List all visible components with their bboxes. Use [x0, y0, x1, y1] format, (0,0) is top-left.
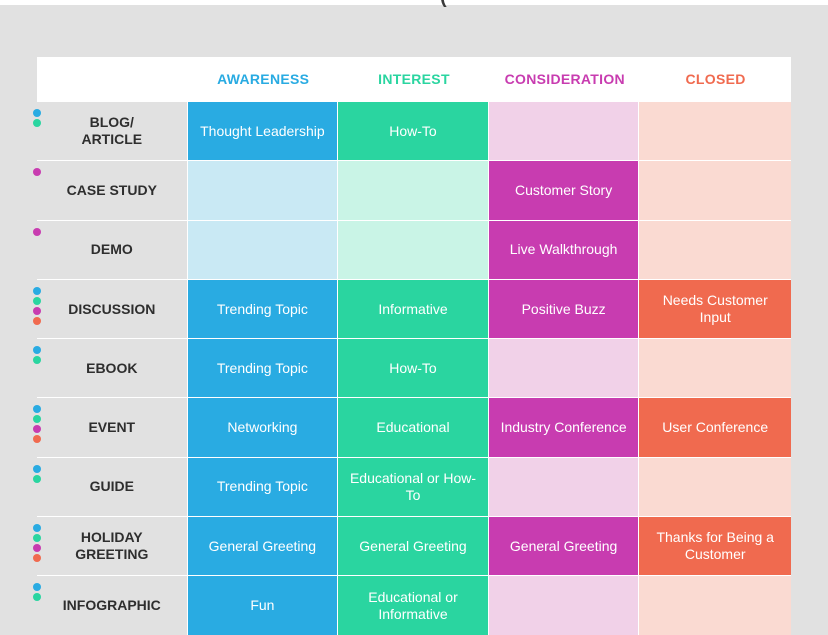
awareness-dot-icon [33, 346, 41, 355]
cell-closed [639, 575, 792, 635]
matrix-body: BLOG/ ARTICLE Thought Leadership How-To CAS… [33, 101, 792, 635]
row-label: GUIDE [37, 456, 187, 517]
cell-consideration: Industry Conference [488, 397, 639, 457]
stage-dots [33, 286, 41, 325]
consideration-dot-icon [33, 168, 41, 177]
row-label: DISCUSSION [37, 278, 187, 339]
content-matrix: AWARENESS INTEREST CONSIDERATION CLOSED BLO… [33, 57, 792, 635]
cell-awareness: Fun [187, 575, 338, 635]
interest-dot-icon [33, 119, 41, 127]
row-label: EBOOK [37, 338, 187, 398]
cell-closed [639, 160, 792, 220]
stage-dots [33, 583, 41, 602]
matrix-row: EVENT Networking Educational Industry Confe… [33, 397, 792, 457]
cell-closed: Thanks for Being a Customer [639, 516, 792, 576]
cell-interest: Informative [338, 278, 488, 339]
matrix-row: EBOOK Trending Topic How-To [33, 338, 792, 398]
stage-dots [33, 464, 41, 483]
awareness-dot-icon [33, 524, 41, 533]
stage-dots [33, 227, 41, 236]
interest-dot-icon [33, 356, 41, 365]
stage-dots [33, 405, 41, 444]
cell-interest [338, 160, 488, 220]
cell-awareness: Trending Topic [187, 456, 338, 517]
row-label: CASE STUDY [37, 160, 187, 220]
consideration-dot-icon [33, 306, 41, 315]
matrix-row: CASE STUDY Customer Story [33, 160, 792, 220]
awareness-dot-icon [33, 583, 41, 592]
cell-consideration: Live Walkthrough [488, 219, 639, 279]
consideration-dot-icon [33, 425, 41, 434]
cell-consideration: General Greeting [488, 516, 639, 576]
cell-awareness: General Greeting [187, 516, 338, 576]
cell-consideration [488, 338, 639, 398]
cell-awareness: Networking [187, 397, 338, 457]
cell-consideration [488, 456, 639, 517]
cell-awareness [187, 160, 338, 220]
top-strip: ( [0, 0, 828, 8]
cell-closed [639, 456, 792, 517]
cell-closed: Needs Customer Input [639, 278, 792, 339]
row-label: DEMO [37, 219, 187, 279]
cell-interest: Educational or How-To [338, 456, 488, 517]
cell-awareness: Trending Topic [187, 278, 338, 339]
awareness-dot-icon [33, 286, 41, 295]
matrix-row: GUIDE Trending Topic Educational or How-To [33, 456, 792, 517]
cell-interest [338, 219, 488, 279]
interest-dot-icon [33, 296, 41, 305]
cell-closed [639, 219, 792, 279]
closed-dot-icon [33, 554, 41, 563]
row-label: HOLIDAY GREETING [37, 516, 187, 576]
cell-consideration: Positive Buzz [488, 278, 639, 339]
awareness-dot-icon [33, 464, 41, 473]
stage-dots [33, 109, 41, 127]
cell-interest: Educational or Informative [338, 575, 488, 635]
column-header-row: AWARENESS INTEREST CONSIDERATION CLOSED [37, 57, 791, 101]
cell-interest: How-To [338, 338, 488, 398]
row-label: BLOG/ ARTICLE [37, 101, 187, 161]
cell-interest: Educational [338, 397, 488, 457]
awareness-dot-icon [33, 405, 41, 414]
stage-dots [33, 168, 41, 177]
cell-closed [639, 101, 792, 161]
row-label: INFOGRAPHIC [37, 575, 187, 635]
cell-interest: General Greeting [338, 516, 488, 576]
cell-awareness: Trending Topic [187, 338, 338, 398]
interest-dot-icon [33, 534, 41, 543]
row-label: EVENT [37, 397, 187, 457]
column-header-closed: CLOSED [685, 71, 746, 87]
cell-interest: How-To [338, 101, 488, 161]
cell-closed: User Conference [639, 397, 792, 457]
stage-dots [33, 346, 41, 365]
matrix-row: DEMO Live Walkthrough [33, 219, 792, 279]
cell-consideration: Customer Story [488, 160, 639, 220]
interest-dot-icon [33, 593, 41, 602]
consideration-dot-icon [33, 227, 41, 236]
cell-consideration [488, 101, 639, 161]
cell-awareness [187, 219, 338, 279]
matrix-row: HOLIDAY GREETING General Greeting General … [33, 516, 792, 576]
closed-dot-icon [33, 316, 41, 325]
cropped-title-fragment: ( [440, 0, 448, 9]
cell-closed [639, 338, 792, 398]
column-header-consideration: CONSIDERATION [504, 71, 625, 87]
matrix-row: DISCUSSION Trending Topic Informative Posit… [33, 278, 792, 339]
header-corner [37, 57, 188, 101]
interest-dot-icon [33, 474, 41, 483]
consideration-dot-icon [33, 544, 41, 553]
matrix-row: BLOG/ ARTICLE Thought Leadership How-To [33, 101, 792, 161]
closed-dot-icon [33, 435, 41, 444]
awareness-dot-icon [33, 109, 41, 117]
cell-awareness: Thought Leadership [187, 101, 338, 161]
matrix-row: INFOGRAPHIC Fun Educational or Informative [33, 575, 792, 635]
interest-dot-icon [33, 415, 41, 424]
stage-dots [33, 524, 41, 563]
column-header-awareness: AWARENESS [217, 71, 310, 87]
cell-consideration [488, 575, 639, 635]
column-header-interest: INTEREST [378, 71, 450, 87]
